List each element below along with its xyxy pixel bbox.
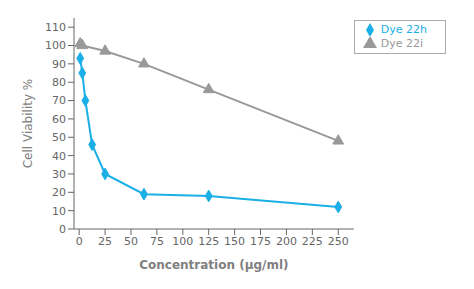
html-text:Dye 22i: Dye 22i xyxy=(380,37,424,50)
svg-text:Concentration (μg/ml): Concentration (μg/ml) xyxy=(139,258,288,272)
svg-text:0: 0 xyxy=(59,223,66,236)
svg-text:175: 175 xyxy=(250,235,271,248)
svg-text:100: 100 xyxy=(45,39,66,52)
svg-text:0: 0 xyxy=(76,235,83,248)
svg-text:250: 250 xyxy=(328,235,349,248)
svg-text:Cell Viability %: Cell Viability % xyxy=(21,79,35,169)
svg-text:25: 25 xyxy=(98,235,112,248)
svg-text:110: 110 xyxy=(45,21,66,34)
svg-text:225: 225 xyxy=(302,235,323,248)
svg-text:30: 30 xyxy=(52,168,66,181)
svg-text:70: 70 xyxy=(52,94,66,107)
svg-text:75: 75 xyxy=(150,235,164,248)
svg-text:50: 50 xyxy=(52,131,66,144)
svg-text:125: 125 xyxy=(198,235,219,248)
svg-text:90: 90 xyxy=(52,58,66,71)
svg-text:200: 200 xyxy=(276,235,297,248)
svg-text:40: 40 xyxy=(52,150,66,163)
html-text:Dye 22h: Dye 22h xyxy=(380,23,427,36)
svg-text:60: 60 xyxy=(52,113,66,126)
svg-text:50: 50 xyxy=(124,235,138,248)
svg-text:10: 10 xyxy=(52,205,66,218)
svg-text:80: 80 xyxy=(52,76,66,89)
svg-text:100: 100 xyxy=(172,235,193,248)
svg-text:20: 20 xyxy=(52,186,66,199)
svg-text:150: 150 xyxy=(224,235,245,248)
